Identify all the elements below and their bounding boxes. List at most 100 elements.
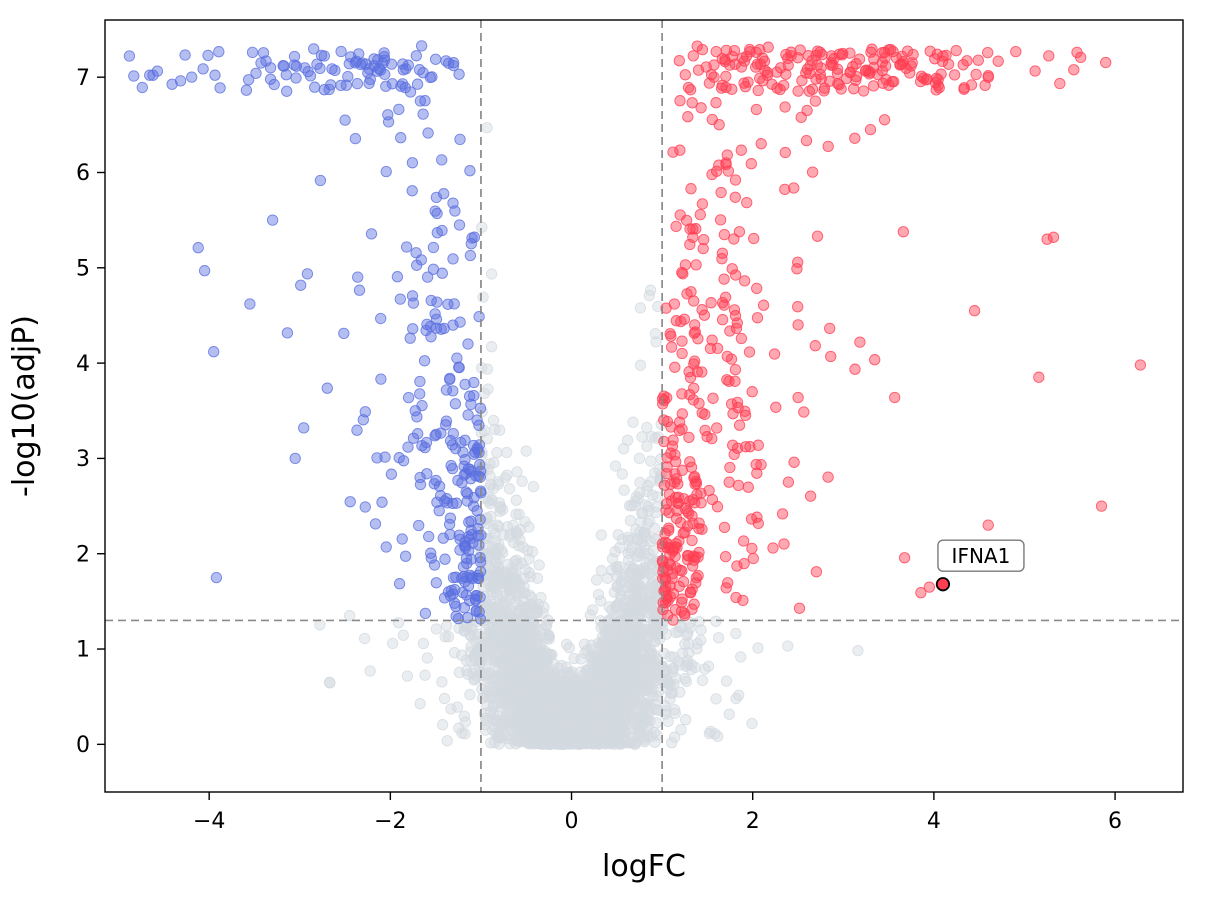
data-point-ns [480,661,492,673]
data-point-ns [515,635,528,647]
data-point-ns [633,728,646,740]
data-point-up [701,430,713,443]
data-point-ns [387,637,399,650]
data-point-down [450,571,462,583]
data-point-ns [580,677,592,689]
data-point-down [289,452,301,465]
data-point-ns [650,336,662,348]
data-point-ns [569,729,581,742]
data-point-ns [627,562,639,574]
y-tick-label: 7 [76,66,90,91]
data-point-up [755,138,767,150]
data-point-up [782,476,795,488]
data-point-up [948,69,961,81]
data-point-up [768,348,781,360]
data-point-up [696,407,708,419]
data-point-ns [521,601,533,614]
data-point-up [767,542,779,554]
data-point-up [828,53,840,65]
data-point-up [704,342,717,355]
data-point-ns [441,735,453,747]
data-point-up [666,440,679,452]
data-point-up [667,146,679,158]
data-point-ns [603,686,616,699]
data-point-up [711,422,723,434]
data-point-down [438,188,450,200]
data-point-up [728,448,740,461]
data-point-down [395,132,407,144]
data-point-up [850,58,862,70]
data-point-ns [485,268,498,280]
data-point-ns [539,645,551,657]
data-point-ns [623,736,636,749]
data-point-up [735,332,748,345]
data-point-ns [634,359,647,371]
data-point-down [314,62,326,75]
data-point-down [208,346,220,358]
data-point-up [1100,56,1112,69]
data-point-up [869,354,881,366]
data-point-ns [488,457,500,469]
data-point-down [375,312,387,325]
data-point-up [809,340,821,352]
data-point-up [684,371,697,384]
data-point-up [677,575,690,588]
data-point-down [414,388,426,400]
data-point-ns [614,541,626,554]
data-point-up [770,401,782,413]
data-point-ns [487,701,500,713]
data-point-up [771,66,783,78]
data-point-up [746,386,758,398]
data-point-up [729,174,742,186]
data-point-up [707,392,719,404]
data-point-up [849,132,861,144]
data-point-down [378,51,390,63]
data-point-down [147,69,159,81]
data-point-up [750,458,762,471]
data-point-ns [595,595,607,607]
data-point-ns [501,652,513,665]
data-point-ns [595,565,608,577]
data-point-down [473,310,485,323]
data-point-down [410,50,422,62]
data-point-ns [616,468,628,480]
data-point-up [792,319,804,331]
data-point-up [806,166,819,178]
data-point-up [757,299,770,311]
data-point-ns [469,629,481,641]
data-point-ns [577,690,589,702]
data-point-up [679,259,692,271]
data-point-up [792,85,804,97]
data-point-up [743,346,756,358]
data-point-ns [639,702,651,715]
data-point-up [718,521,731,534]
data-point-down [456,477,468,489]
data-point-down [433,480,446,492]
data-point-down [436,154,448,166]
data-point-ns [645,455,657,467]
data-point-ns [579,647,591,659]
y-tick-label: 4 [76,352,90,377]
data-point-ns [601,703,613,716]
data-point-up [690,577,702,589]
data-point-ns [640,641,652,653]
data-point-ns [451,701,464,713]
data-point-ns [623,658,635,670]
data-point-ns [547,675,559,687]
data-point-up [752,84,764,97]
data-point-up [982,519,994,531]
data-point-ns [538,601,550,613]
data-point-up [982,70,994,82]
data-point-ns [493,497,506,509]
data-point-down [338,327,350,340]
data-point-down [402,391,415,404]
data-point-up [867,80,880,92]
data-point-down [465,524,477,537]
data-point-down [441,497,454,509]
data-point-ns [445,703,457,715]
data-point-up [901,45,914,57]
data-point-down [352,271,364,283]
data-point-down [198,265,211,277]
data-point-up [898,552,911,564]
gene-label-text: IFNA1 [952,544,1011,568]
